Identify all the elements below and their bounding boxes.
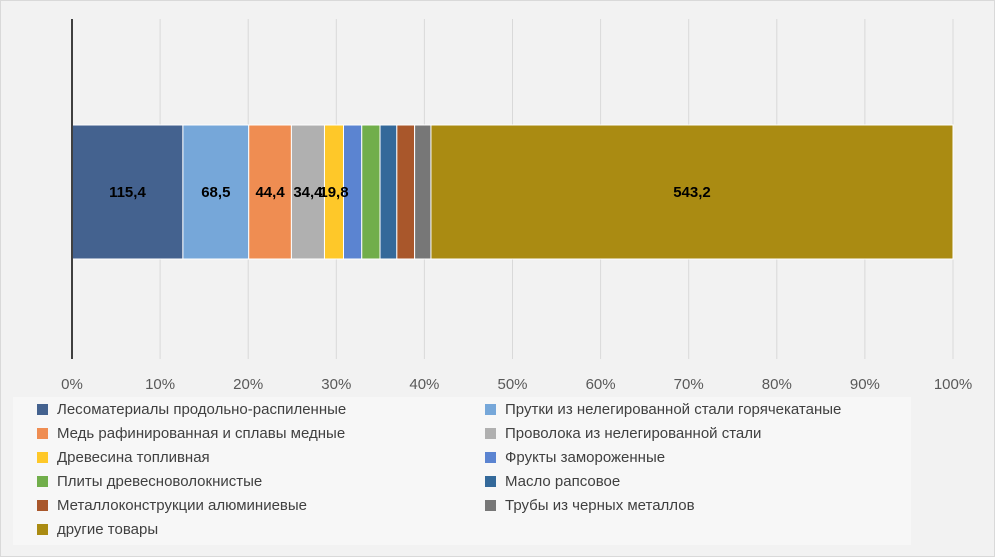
value-axis: 0% 10% 20% 30% 40% 50% 60% 70% 80% 90% 100% bbox=[61, 19, 972, 393]
x-tick-label: 10% bbox=[145, 376, 175, 393]
legend-swatch bbox=[37, 475, 48, 487]
bar-segment-2 bbox=[248, 124, 292, 260]
legend-item: Фрукты замороженные bbox=[485, 447, 665, 469]
legend-item: Проволока из нелегированной стали bbox=[485, 423, 761, 445]
x-tick-label: 70% bbox=[674, 376, 704, 393]
legend-item: другие товары bbox=[37, 519, 158, 541]
stacked-bar bbox=[71, 124, 954, 260]
legend-swatch bbox=[485, 499, 496, 511]
bar-segment-1 bbox=[182, 124, 250, 260]
bar-segment-8 bbox=[396, 124, 416, 260]
x-tick-label: 80% bbox=[762, 376, 792, 393]
bar-segment-7 bbox=[379, 124, 398, 260]
legend-label: Древесина топливная bbox=[57, 449, 210, 466]
data-label-10: 543,2 bbox=[673, 184, 711, 201]
x-tick-label: 20% bbox=[233, 376, 263, 393]
x-tick-label: 40% bbox=[409, 376, 439, 393]
legend-label: Медь рафинированная и сплавы медные bbox=[57, 425, 346, 442]
legend-label: Прутки из нелегированной стали горячекат… bbox=[505, 401, 842, 418]
x-tick-label: 90% bbox=[850, 376, 880, 393]
legend-swatch bbox=[37, 403, 48, 415]
bar-segment-0 bbox=[71, 124, 184, 260]
data-label-0: 115,4 bbox=[109, 184, 146, 201]
legend-swatch bbox=[485, 427, 496, 439]
legend-item: Трубы из черных металлов bbox=[485, 495, 695, 517]
legend-swatch bbox=[485, 475, 496, 487]
legend-swatch bbox=[485, 451, 496, 463]
legend-label: Трубы из черных металлов bbox=[505, 497, 695, 514]
legend-swatch bbox=[485, 403, 496, 415]
data-label-3: 34,4 bbox=[293, 184, 323, 201]
legend-label: другие товары bbox=[57, 521, 159, 538]
legend-item: Прутки из нелегированной стали горячекат… bbox=[485, 399, 841, 421]
data-label-4: 19,8 bbox=[319, 184, 348, 201]
legend-swatch bbox=[37, 451, 48, 463]
data-label-1: 68,5 bbox=[201, 184, 230, 201]
legend-swatch bbox=[37, 523, 48, 535]
legend-label: Фрукты замороженные bbox=[505, 449, 666, 466]
legend-swatch bbox=[37, 499, 48, 511]
legend: Лесоматериалы продольно-распиленные Прутк… bbox=[13, 397, 911, 545]
legend-item: Масло рапсовое bbox=[485, 471, 620, 493]
bar-segment-10 bbox=[430, 124, 954, 260]
bar-segment-3 bbox=[290, 124, 325, 260]
data-label-2: 44,4 bbox=[255, 184, 285, 201]
bar-segment-6 bbox=[361, 124, 381, 260]
legend-item: Плиты древесноволокнистые bbox=[37, 471, 262, 493]
x-tick-label: 60% bbox=[586, 376, 616, 393]
legend-label: Металлоконструкции алюминиевые bbox=[57, 497, 308, 514]
x-tick-label: 50% bbox=[497, 376, 527, 393]
data-labels: 115,4 68,5 44,4 34,419,8 543,2 bbox=[109, 184, 711, 201]
legend-label: Лесоматериалы продольно-распиленные bbox=[57, 401, 347, 418]
legend-label: Масло рапсовое bbox=[505, 473, 621, 490]
legend-item: Древесина топливная bbox=[37, 447, 210, 469]
legend-label: Проволока из нелегированной стали bbox=[505, 425, 762, 442]
legend-item: Лесоматериалы продольно-распиленные bbox=[37, 399, 346, 421]
legend-item: Металлоконструкции алюминиевые bbox=[37, 495, 307, 517]
x-tick-label: 0% bbox=[61, 376, 83, 393]
legend-swatch bbox=[37, 427, 48, 439]
legend-label: Плиты древесноволокнистые bbox=[57, 473, 263, 490]
x-tick-label: 100% bbox=[934, 376, 972, 393]
x-tick-label: 30% bbox=[321, 376, 351, 393]
legend-item: Медь рафинированная и сплавы медные bbox=[37, 423, 345, 445]
bar-segment-9 bbox=[414, 124, 432, 260]
